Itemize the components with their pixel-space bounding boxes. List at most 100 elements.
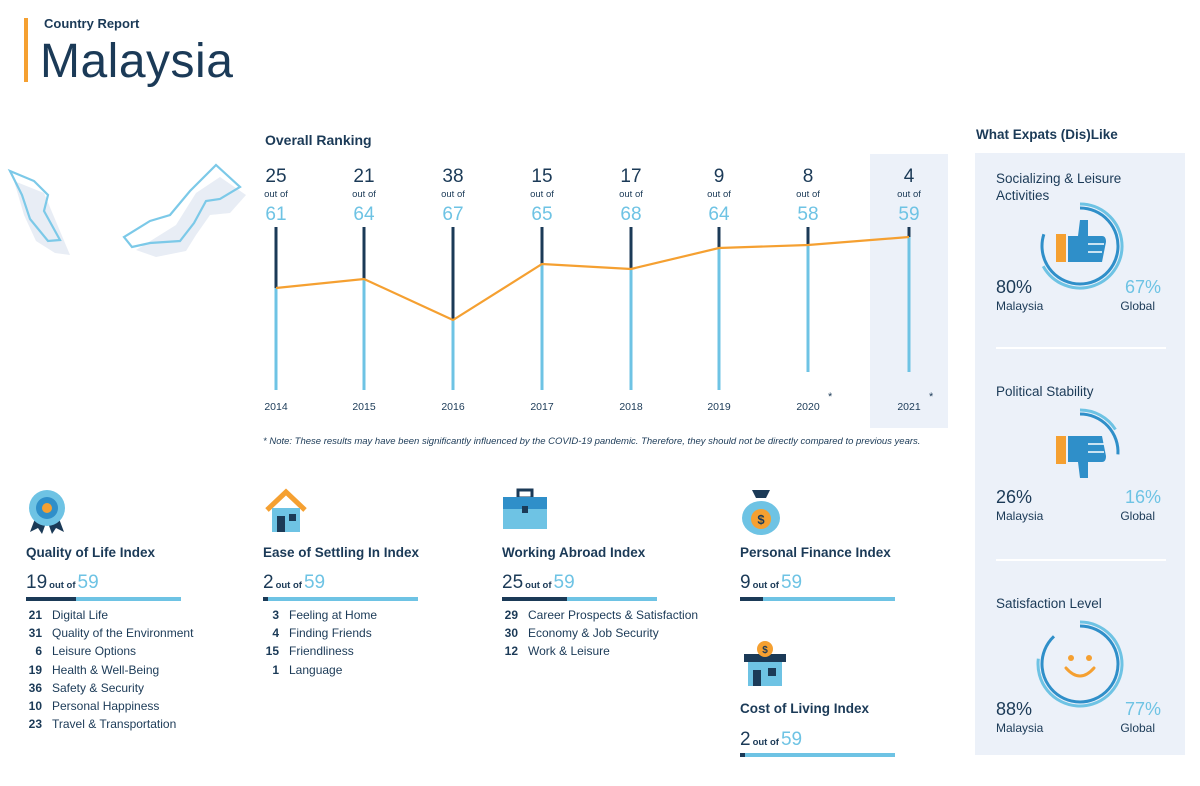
like-section: Satisfaction Level 88% 77% Malaysia Global xyxy=(975,577,1185,777)
index-progress-fill xyxy=(740,753,745,757)
subcategory-label: Safety & Security xyxy=(52,680,145,695)
subcategory-label: Career Prospects & Satisfaction xyxy=(528,608,699,622)
index-out-of: out of xyxy=(275,580,302,591)
index-score: 9 out of 59 xyxy=(740,572,802,594)
index-progress-bar xyxy=(26,597,181,601)
like-gauge xyxy=(1036,620,1124,708)
subcategory-label: Travel & Transportation xyxy=(52,717,177,732)
rank-value: 8 xyxy=(803,166,814,187)
subcategory-row: 1 Language xyxy=(253,663,377,681)
smiley-icon xyxy=(1064,655,1096,678)
rank-value: 9 xyxy=(714,166,725,187)
money-bag-icon: $ xyxy=(740,488,782,541)
subcategory-rank: 29 xyxy=(504,608,518,622)
out-of-label: out of xyxy=(530,189,554,200)
likes-panel: Socializing & Leisure Activities 80% 67% Ma… xyxy=(975,153,1185,755)
medal-icon xyxy=(26,488,68,539)
rank-total: 68 xyxy=(620,204,641,225)
out-of-label: out of xyxy=(264,189,288,200)
subcategory-label: Leisure Options xyxy=(52,644,137,659)
briefcase-icon xyxy=(502,488,548,537)
subcategory-row: 12 Work & Leisure xyxy=(492,644,698,662)
out-of-label: out of xyxy=(619,189,643,200)
index-progress-bar xyxy=(740,597,895,601)
like-name: Socializing & Leisure Activities xyxy=(996,171,1122,203)
like-name: Satisfaction Level xyxy=(996,596,1102,611)
out-of-label: out of xyxy=(897,189,921,200)
index-progress-fill xyxy=(26,597,76,601)
like-gauge xyxy=(1056,408,1120,478)
subcategory-label: Economy & Job Security xyxy=(528,626,659,641)
likes-title: What Expats (Dis)Like xyxy=(976,127,1118,142)
subcategory-rank: 31 xyxy=(28,626,42,641)
subcategory-rank: 36 xyxy=(28,680,42,695)
subcategory-row: 30 Economy & Job Security xyxy=(492,626,698,644)
rank-value: 21 xyxy=(353,166,374,187)
section-divider xyxy=(996,347,1166,349)
index-title: Personal Finance Index xyxy=(740,545,891,560)
subcategory-label: Friendliness xyxy=(289,644,354,659)
index-rank: 25 xyxy=(502,572,524,593)
global-percent: 16% xyxy=(1124,487,1161,507)
global-percent: 67% xyxy=(1124,277,1161,297)
subcategory-row: 36 Safety & Security xyxy=(16,681,193,699)
rank-total: 58 xyxy=(797,204,818,225)
index-rank: 2 xyxy=(740,729,751,750)
index-rank: 19 xyxy=(26,572,48,593)
index-total: 59 xyxy=(780,729,803,750)
subcategory-rank: 30 xyxy=(504,626,518,641)
index-progress-bar xyxy=(740,753,895,757)
subcategory-rank: 23 xyxy=(28,717,42,732)
ranking-title: Overall Ranking xyxy=(265,132,372,148)
malaysia-percent: 26% xyxy=(996,487,1033,507)
out-of-label: out of xyxy=(796,189,820,200)
out-of-label: out of xyxy=(707,189,731,200)
out-of-label: out of xyxy=(352,189,376,200)
year-label: 2017 xyxy=(530,401,554,413)
subcategory-rank: 3 xyxy=(272,608,279,622)
index-title: Ease of Settling In Index xyxy=(263,545,420,560)
rank-total: 67 xyxy=(442,204,463,225)
thumbs-down-icon xyxy=(1056,436,1106,478)
subcategory-rank: 6 xyxy=(35,644,42,659)
index-title: Cost of Living Index xyxy=(740,701,870,716)
subcategory-label: Feeling at Home xyxy=(289,608,378,622)
subcategory-rank: 1 xyxy=(272,662,279,677)
svg-text:$: $ xyxy=(762,645,768,656)
rank-value: 15 xyxy=(531,166,552,187)
like-section: Political Stability 26% 16% Malaysia Global xyxy=(975,365,1185,565)
subcategory-list: 3 Feeling at Home 4 Finding Friends 15 Friend… xyxy=(253,608,377,681)
index-out-of: out of xyxy=(525,580,552,591)
malaysia-label: Malaysia xyxy=(996,299,1044,313)
index-out-of: out of xyxy=(49,580,76,591)
subcategory-label: Digital Life xyxy=(52,608,109,622)
subcategory-rank: 19 xyxy=(28,662,42,677)
index-score: 19 out of 59 xyxy=(26,572,99,594)
year-label: 2021 xyxy=(897,401,921,413)
rank-value: 4 xyxy=(904,166,915,187)
subcategory-rank: 10 xyxy=(28,698,42,713)
subcategory-label: Quality of the Environment xyxy=(52,626,194,641)
index-progress-bar xyxy=(502,597,657,601)
global-arc xyxy=(1079,408,1117,431)
index-total: 59 xyxy=(553,572,575,593)
index-progress-fill xyxy=(740,597,763,601)
malaysia-label: Malaysia xyxy=(996,509,1044,523)
ranking-line xyxy=(275,235,910,322)
subcategory-label: Language xyxy=(289,662,343,677)
index-score: 2 out of 59 xyxy=(740,729,802,751)
rank-total: 64 xyxy=(708,204,730,225)
rank-total: 59 xyxy=(898,204,919,225)
subcategory-label: Health & Well-Being xyxy=(52,662,160,677)
malaysia-arc xyxy=(1040,206,1120,286)
subcategory-rank: 4 xyxy=(272,626,279,641)
subcategory-list: 29 Career Prospects & Satisfaction 30 Econo… xyxy=(492,608,698,663)
index-total: 59 xyxy=(780,572,803,593)
index-title: Working Abroad Index xyxy=(502,545,646,560)
covid-note: * Note: These results may have been sign… xyxy=(263,436,921,447)
section-divider xyxy=(996,559,1166,561)
ranking-chart: 25 out of 61 2014 21 out of 64 2015 38 out of 67 20… xyxy=(264,154,948,428)
year-label: 2016 xyxy=(441,401,465,413)
rank-value: 38 xyxy=(442,166,463,187)
global-label: Global xyxy=(1120,721,1155,735)
